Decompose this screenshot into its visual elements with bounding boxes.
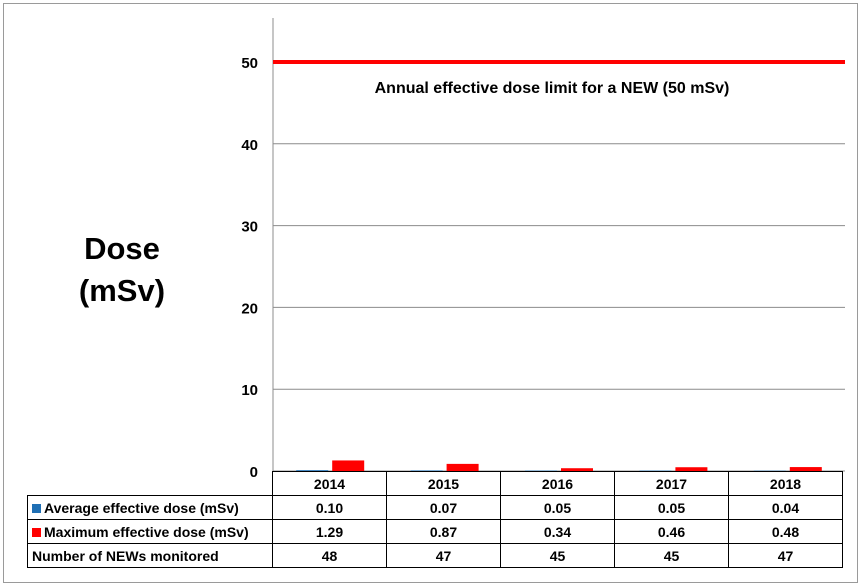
news-monitored-value: 48 xyxy=(272,543,387,568)
legend-swatch-blue xyxy=(32,503,41,513)
data-table: 2014 2015 2016 2017 2018 Average effecti… xyxy=(27,471,843,568)
news-monitored-label: Number of NEWs monitored xyxy=(27,543,273,568)
average-dose-value: 0.04 xyxy=(728,495,843,520)
maximum-dose-value: 0.34 xyxy=(500,519,615,544)
average-dose-value: 0.05 xyxy=(500,495,615,520)
maximum-dose-value: 1.29 xyxy=(272,519,387,544)
maximum-dose-label: Maximum effective dose (mSv) xyxy=(44,523,249,540)
bar-maximum-dose xyxy=(561,468,593,471)
y-axis-label-line1: Dose xyxy=(84,231,160,266)
maximum-dose-value: 0.48 xyxy=(728,519,843,544)
news-monitored-value: 47 xyxy=(386,543,501,568)
average-dose-value: 0.10 xyxy=(272,495,387,520)
y-tick-label: 40 xyxy=(241,137,258,154)
category-label: 2017 xyxy=(614,471,729,496)
table-corner xyxy=(27,471,273,496)
bar-maximum-dose xyxy=(446,463,479,471)
news-monitored-value: 45 xyxy=(614,543,729,568)
news-monitored-row: Number of NEWs monitored 48 47 45 45 47 xyxy=(27,543,843,568)
category-label: 2016 xyxy=(500,471,615,496)
maximum-dose-row: Maximum effective dose (mSv) 1.29 0.87 0… xyxy=(27,519,843,544)
bar-average-dose xyxy=(296,470,329,472)
average-dose-value: 0.07 xyxy=(386,495,501,520)
y-tick-label: 30 xyxy=(241,219,258,236)
y-tick-label: 20 xyxy=(241,300,258,317)
reference-line-label: Annual effective dose limit for a NEW (5… xyxy=(375,80,730,97)
y-axis-label: Dose (mSv) xyxy=(62,228,182,312)
bar-maximum-dose xyxy=(675,467,708,471)
average-dose-label: Average effective dose (mSv) xyxy=(44,499,239,516)
category-label: 2014 xyxy=(272,471,387,496)
category-row: 2014 2015 2016 2017 2018 xyxy=(27,471,843,496)
maximum-dose-value: 0.46 xyxy=(614,519,729,544)
y-axis-label-line2: (mSv) xyxy=(78,273,166,308)
news-monitored-value: 47 xyxy=(728,543,843,568)
news-monitored-value: 45 xyxy=(500,543,615,568)
legend-swatch-red xyxy=(32,527,41,537)
average-dose-value: 0.05 xyxy=(614,495,729,520)
category-label: 2015 xyxy=(386,471,501,496)
bar-maximum-dose xyxy=(789,467,822,471)
maximum-dose-legend: Maximum effective dose (mSv) xyxy=(27,519,273,544)
average-dose-legend: Average effective dose (mSv) xyxy=(27,495,273,520)
maximum-dose-value: 0.87 xyxy=(386,519,501,544)
bar-average-dose xyxy=(410,470,443,472)
y-tick-label: 50 xyxy=(241,55,258,72)
category-label: 2018 xyxy=(728,471,843,496)
average-dose-row: Average effective dose (mSv) 0.10 0.07 0… xyxy=(27,495,843,520)
bar-maximum-dose xyxy=(332,460,365,471)
y-tick-label: 10 xyxy=(241,382,258,399)
